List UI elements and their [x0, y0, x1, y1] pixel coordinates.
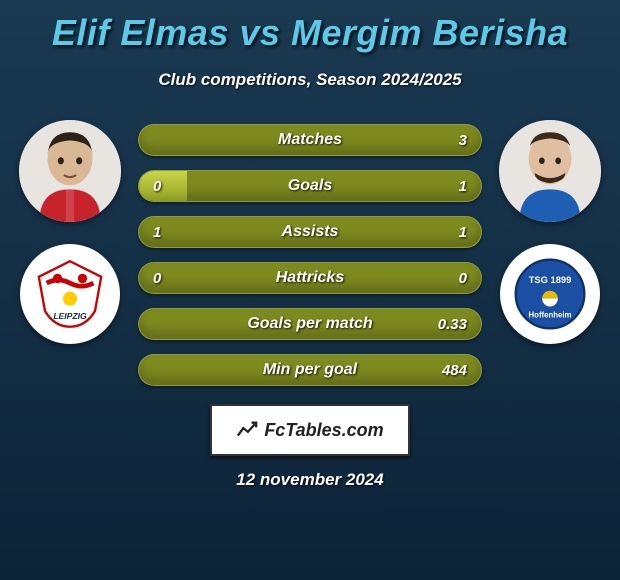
stat-label: Goals: [139, 171, 481, 201]
subtitle: Club competitions, Season 2024/2025: [8, 70, 612, 90]
player-avatar-icon: [19, 120, 121, 222]
stat-fill-left: [139, 171, 187, 201]
stat-row-matches: Matches 3: [138, 124, 482, 156]
club-badge-icon: TSG 1899 Hoffenheim: [511, 255, 589, 333]
brand-link[interactable]: FcTables.com: [210, 404, 410, 456]
stat-row-assists: 1 Assists 1: [138, 216, 482, 248]
date-label: 12 november 2024: [8, 470, 612, 490]
player-avatar-icon: [499, 120, 601, 222]
stat-label: Matches: [139, 125, 481, 155]
stat-row-goals: 0 Goals 1: [138, 170, 482, 202]
svg-text:Hoffenheim: Hoffenheim: [529, 310, 572, 319]
stat-value-left: 1: [153, 217, 161, 247]
svg-text:LEIPZIG: LEIPZIG: [53, 311, 87, 321]
stat-label: Min per goal: [139, 355, 481, 385]
player-right-avatar: [499, 120, 601, 222]
player-right-club-badge: TSG 1899 Hoffenheim: [500, 244, 600, 344]
stat-row-mpg: Min per goal 484: [138, 354, 482, 386]
left-column: LEIPZIG: [10, 120, 130, 344]
stat-row-gpm: Goals per match 0.33: [138, 308, 482, 340]
stat-value-left: 0: [153, 263, 161, 293]
player-left-club-badge: LEIPZIG: [20, 244, 120, 344]
stat-bars: Matches 3 0 Goals 1 1 Assists 1 0: [130, 124, 490, 386]
brand-label: FcTables.com: [264, 420, 383, 441]
page-title: Elif Elmas vs Mergim Berisha: [8, 12, 612, 54]
right-column: TSG 1899 Hoffenheim: [490, 120, 610, 344]
stat-value-right: 0: [459, 263, 467, 293]
stat-value-right: 484: [442, 355, 467, 385]
stat-row-hattricks: 0 Hattricks 0: [138, 262, 482, 294]
stat-value-right: 0.33: [438, 309, 467, 339]
comparison-panel: LEIPZIG Matches 3 0 Goals 1: [8, 120, 612, 386]
player-left-avatar: [19, 120, 121, 222]
svg-text:TSG 1899: TSG 1899: [529, 275, 572, 285]
club-badge-icon: LEIPZIG: [31, 255, 109, 333]
stat-label: Goals per match: [139, 309, 481, 339]
stat-label: Hattricks: [139, 263, 481, 293]
stat-value-right: 3: [459, 125, 467, 155]
stat-value-right: 1: [459, 217, 467, 247]
stat-label: Assists: [139, 217, 481, 247]
stat-value-right: 1: [459, 171, 467, 201]
chart-icon: [236, 419, 258, 441]
